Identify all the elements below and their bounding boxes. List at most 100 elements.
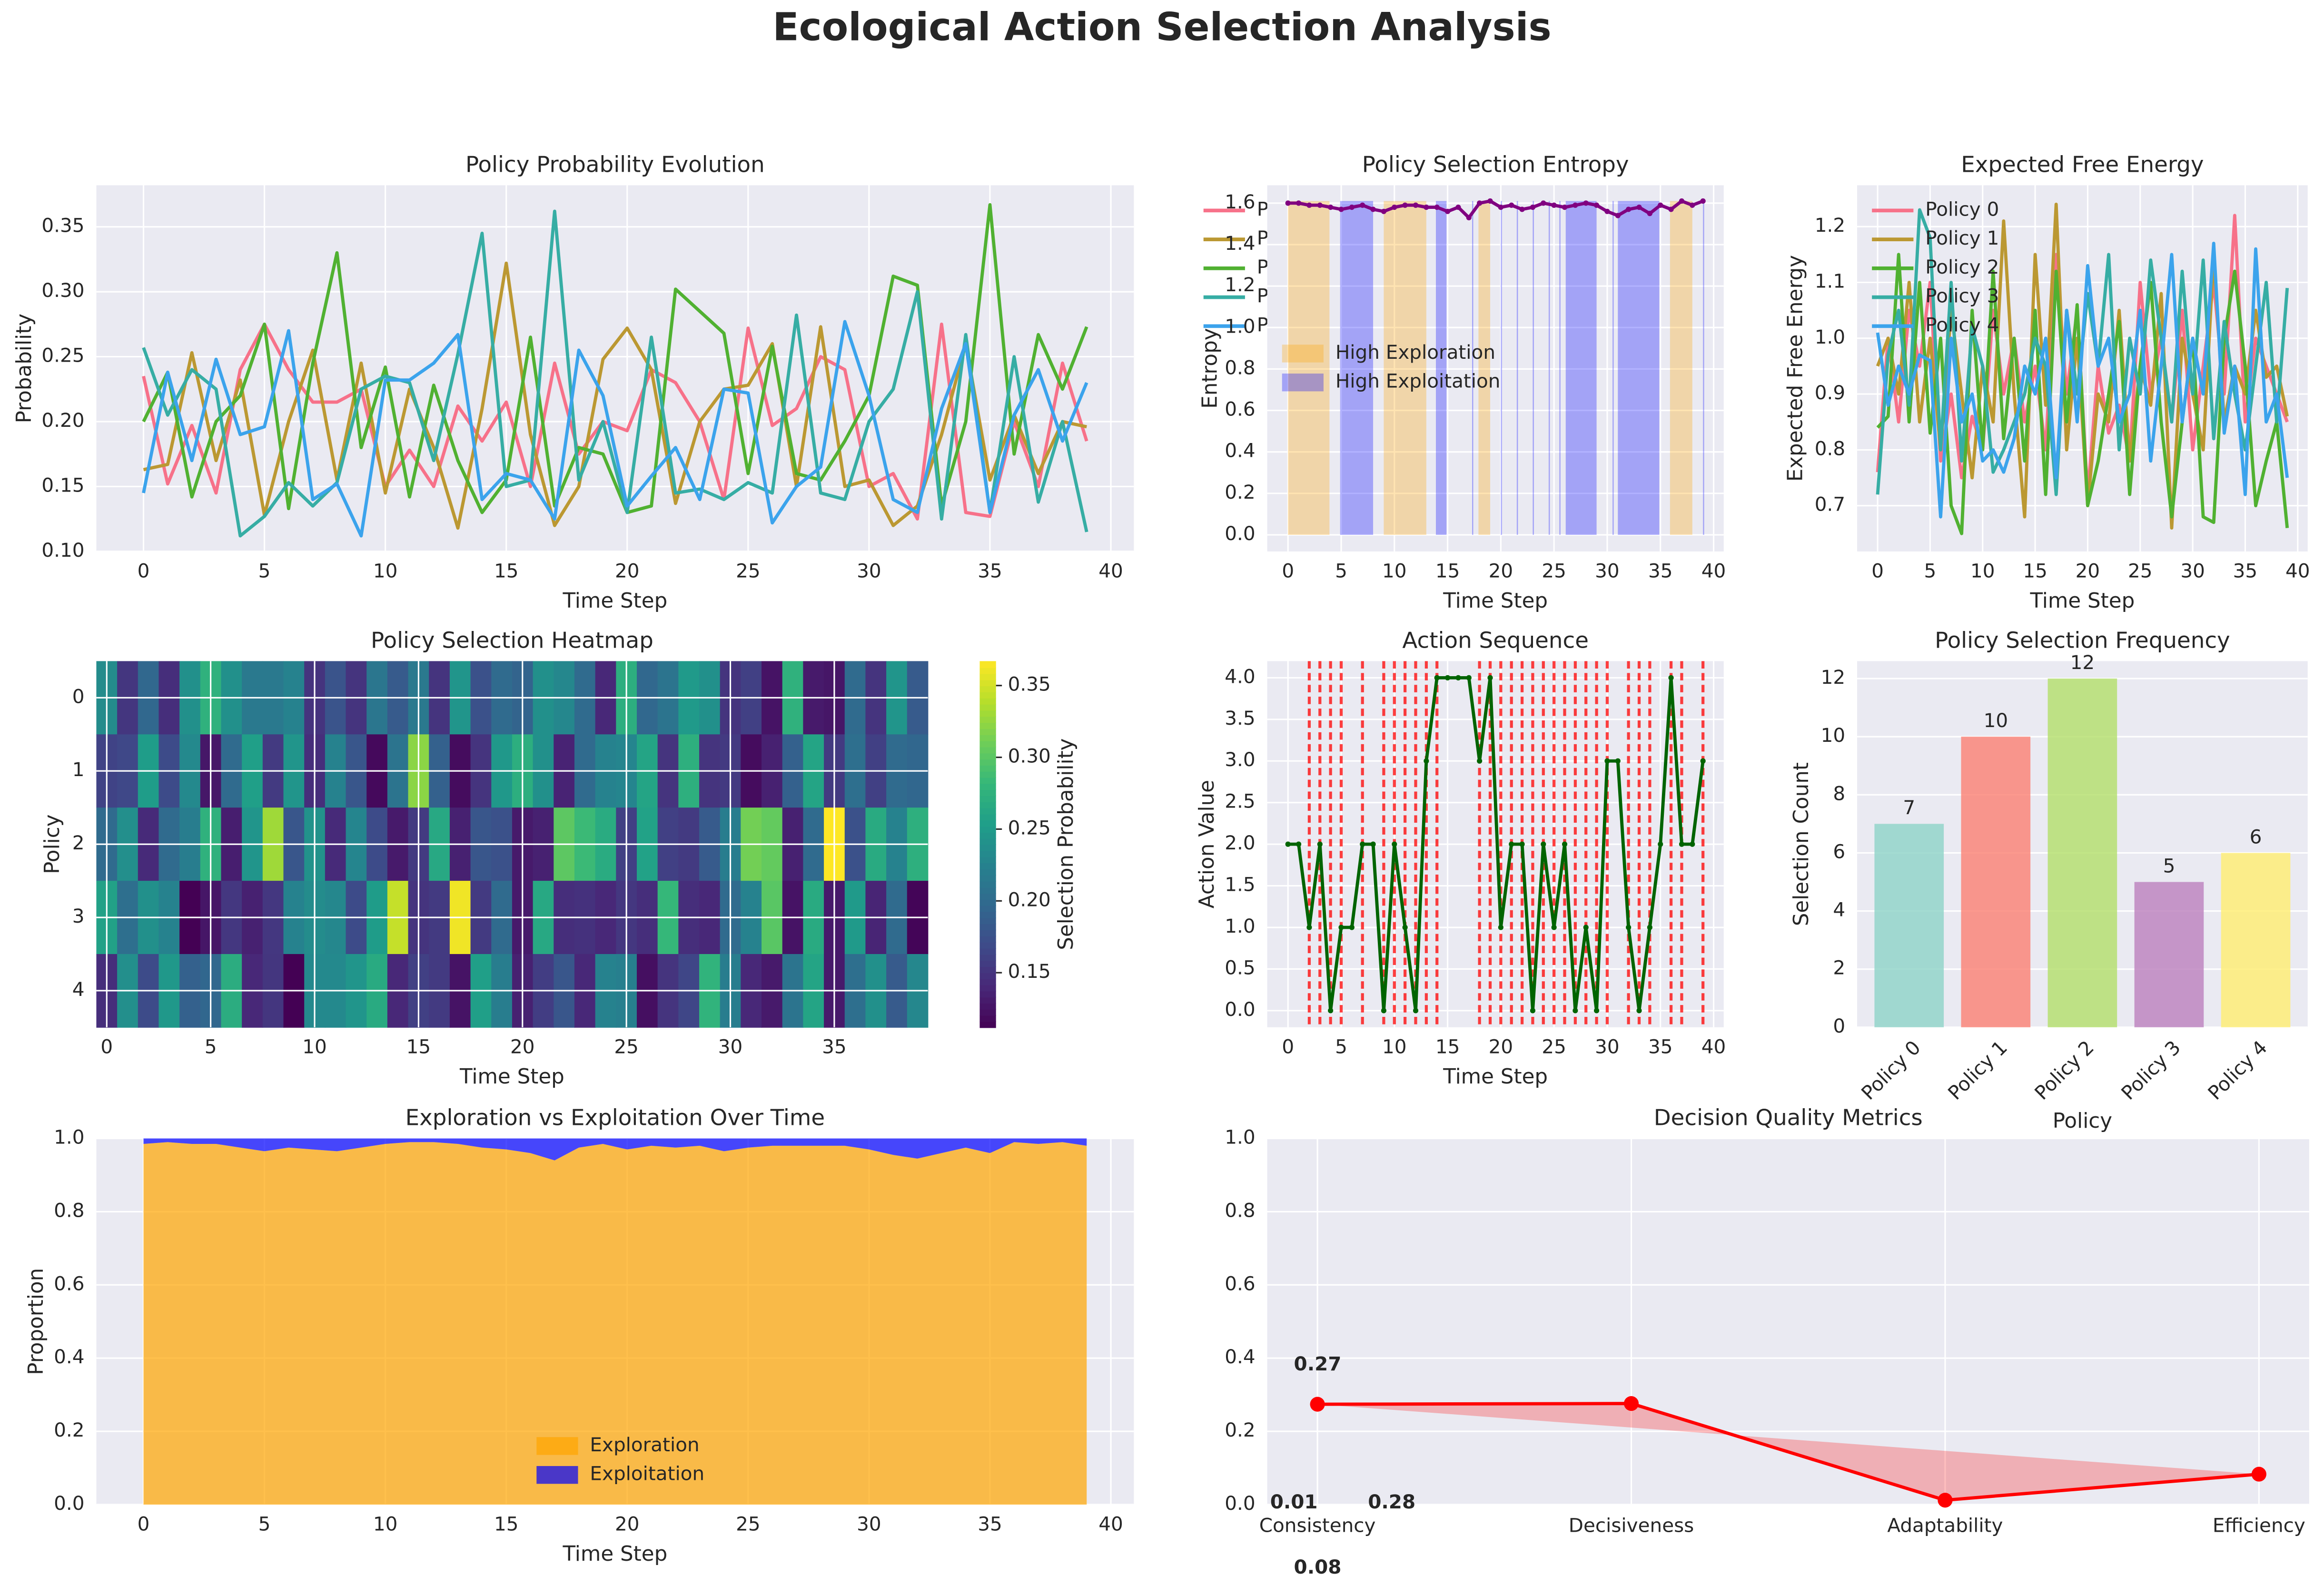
series-marker (1636, 204, 1642, 210)
series-marker (1551, 925, 1557, 930)
colorbar-slice (979, 875, 996, 882)
series-marker (1338, 925, 1344, 930)
shaded-span-drawn (1435, 201, 1447, 535)
colorbar-slice (979, 728, 996, 735)
x-tick-label: 40 (1098, 559, 1123, 582)
y-tick-label: 0.2 (1225, 1418, 1255, 1441)
y-tick-label: 0.4 (1225, 439, 1255, 462)
x-tick-label: 20 (615, 559, 640, 582)
series-marker (1487, 675, 1493, 680)
series-marker (1668, 207, 1674, 212)
shaded-span-drawn (1670, 201, 1692, 535)
shaded-span-drawn (1612, 201, 1614, 535)
y-axis-label: Action Value (1195, 780, 1219, 908)
series-marker (1285, 200, 1291, 206)
colorbar-slice (979, 850, 996, 857)
series-marker (1466, 675, 1472, 680)
x-axis-label: Time Step (459, 1065, 564, 1089)
colorbar-slice (979, 911, 996, 918)
series-marker (1444, 208, 1451, 214)
shaded-span-drawn (1472, 201, 1474, 535)
y-tick-label: 1 (72, 758, 85, 781)
series-marker (1562, 841, 1568, 847)
figure-title: Ecological Action Selection Analysis (772, 5, 1551, 49)
colorbar-tick-label: 0.15 (1008, 960, 1051, 983)
series-marker (1434, 675, 1440, 680)
x-tick-label: Efficiency (2213, 1514, 2305, 1537)
series-marker (1402, 202, 1408, 208)
series-marker (1381, 208, 1387, 214)
bar (2047, 679, 2117, 1027)
axes-title: Policy Selection Heatmap (371, 628, 653, 653)
x-tick-label: 20 (1489, 1035, 1513, 1058)
x-tick-label: 35 (1648, 1035, 1673, 1058)
colorbar-slice (979, 960, 996, 967)
y-tick-label: 10 (1821, 724, 1846, 747)
colorbar-slice (979, 1021, 996, 1028)
x-tick-label: 30 (1595, 559, 1620, 582)
series-marker (1434, 204, 1440, 210)
colorbar-slice (979, 722, 996, 729)
x-tick-label: 5 (1924, 559, 1937, 582)
shaded-span-drawn (1548, 201, 1550, 535)
legend-label: High Exploration (1335, 341, 1495, 364)
y-tick-label: 4.0 (1225, 665, 1255, 688)
colorbar-slice (979, 814, 996, 821)
series-marker (1530, 204, 1536, 210)
colorbar-slice (979, 862, 996, 869)
x-tick-label: 40 (1701, 1035, 1726, 1058)
y-tick-label: 1.0 (1815, 325, 1845, 348)
y-tick-label: 0 (72, 685, 85, 708)
series-marker (1636, 1008, 1642, 1014)
x-tick-label: 35 (1648, 559, 1673, 582)
y-axis-label: Policy (40, 814, 64, 874)
shaded-span-drawn (1618, 201, 1660, 535)
series-marker (1424, 204, 1429, 210)
legend-label: Policy 3 (1925, 285, 1999, 307)
series-marker (1679, 841, 1685, 847)
colorbar-slice (979, 966, 996, 974)
y-tick-label: 1.5 (1225, 873, 1255, 896)
value-label: 12 (2070, 651, 2095, 674)
bar (2221, 853, 2291, 1027)
series-marker (1690, 202, 1695, 208)
colorbar-slice (979, 996, 996, 1004)
colorbar-slice (979, 942, 996, 949)
x-tick-label: Consistency (1259, 1514, 1376, 1537)
x-tick-label: 10 (1382, 559, 1407, 582)
y-tick-label: 1.6 (1225, 190, 1255, 213)
x-tick-label: 5 (1335, 1035, 1347, 1058)
y-tick-label: 0.10 (41, 539, 84, 561)
shaded-span-drawn (1501, 201, 1502, 535)
x-tick-label: 40 (2285, 559, 2310, 582)
legend-label: Policy 2 (1925, 256, 1999, 278)
y-axis-label: Selection Count (1790, 762, 1813, 926)
colorbar-slice (979, 709, 996, 717)
x-tick-label: 15 (494, 1513, 519, 1536)
colorbar-slice (979, 673, 996, 680)
axes-title: Decision Quality Metrics (1654, 1105, 1923, 1131)
y-tick-label: 0.4 (54, 1345, 84, 1368)
x-tick-label: 15 (2023, 559, 2047, 582)
x-tick-label: 5 (205, 1035, 217, 1058)
axes-title: Expected Free Energy (1961, 152, 2204, 177)
x-axis-label: Policy (2053, 1109, 2112, 1133)
series-line (1876, 241, 2289, 519)
axes-title: Policy Selection Frequency (1935, 628, 2230, 653)
series-marker (1310, 1397, 1325, 1412)
series-marker (1530, 1008, 1536, 1014)
value-label: 10 (1984, 709, 2008, 732)
legend-label: Policy 0 (1925, 197, 1999, 220)
colorbar-slice (979, 740, 996, 748)
colorbar-slice (979, 704, 996, 711)
legend-patch (1282, 345, 1324, 363)
colorbar-slice (979, 838, 996, 845)
series-marker (1338, 207, 1344, 212)
colorbar-slice (979, 752, 996, 760)
shaded-span-drawn (1478, 201, 1491, 535)
series-line (142, 320, 1088, 538)
y-tick-label: 4 (1833, 898, 1845, 921)
x-tick-label: 20 (510, 1035, 535, 1058)
y-tick-label: 1.1 (1815, 269, 1845, 292)
x-tick-label: 30 (2180, 559, 2205, 582)
